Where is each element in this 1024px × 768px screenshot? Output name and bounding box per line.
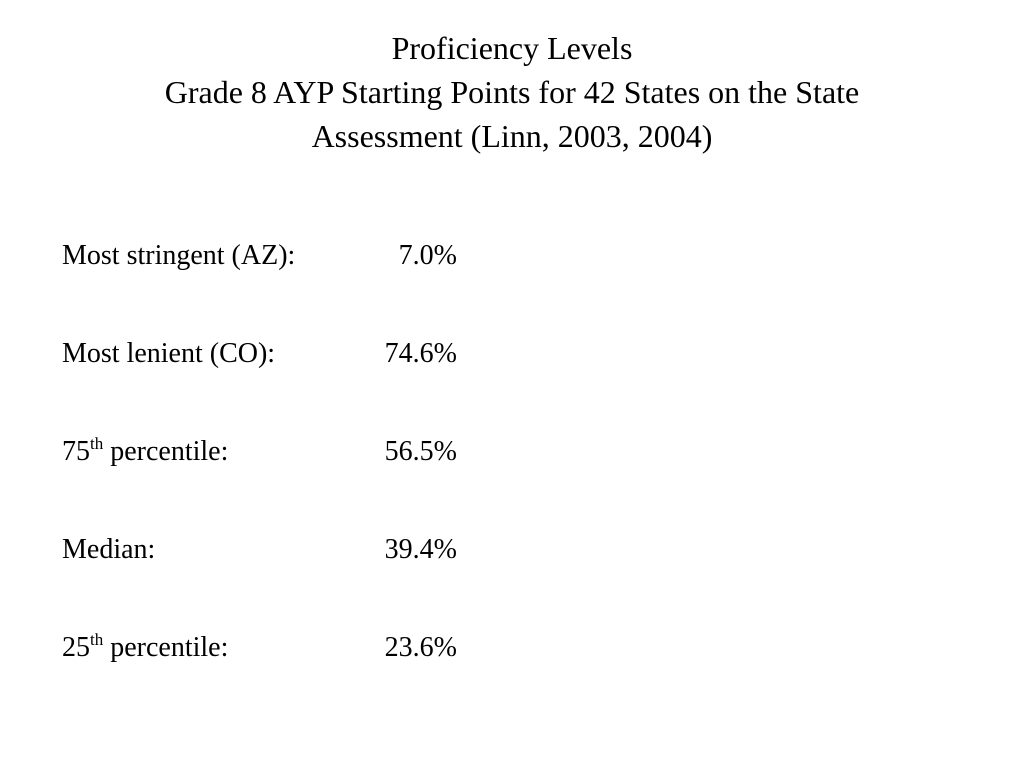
stat-value: 7.0%	[398, 240, 457, 271]
title-line-1: Proficiency Levels	[391, 30, 633, 66]
percentile-number: 75	[62, 436, 90, 467]
stat-value: 56.5%	[384, 436, 457, 467]
ordinal-suffix: th	[90, 630, 104, 649]
percentile-number: 25	[62, 632, 90, 663]
stat-value: 74.6%	[384, 338, 457, 369]
stat-label: 25th percentile:	[62, 630, 228, 666]
stat-label: 75th percentile:	[62, 434, 228, 470]
stat-label: Median:	[62, 534, 156, 565]
title-line-3: Assessment (Linn, 2003, 2004)	[311, 118, 713, 154]
percentile-text: percentile:	[103, 632, 229, 663]
stat-label: Most lenient (CO):	[62, 338, 276, 369]
stat-label: Most stringent (AZ):	[62, 240, 296, 271]
stat-value: 39.4%	[384, 534, 457, 565]
title-line-2: Grade 8 AYP Starting Points for 42 State…	[164, 74, 860, 110]
percentile-text: percentile:	[103, 436, 229, 467]
stat-value: 23.6%	[384, 632, 457, 663]
ordinal-suffix: th	[90, 434, 104, 453]
slide-title: Proficiency Levels Grade 8 AYP Starting …	[40, 26, 984, 158]
